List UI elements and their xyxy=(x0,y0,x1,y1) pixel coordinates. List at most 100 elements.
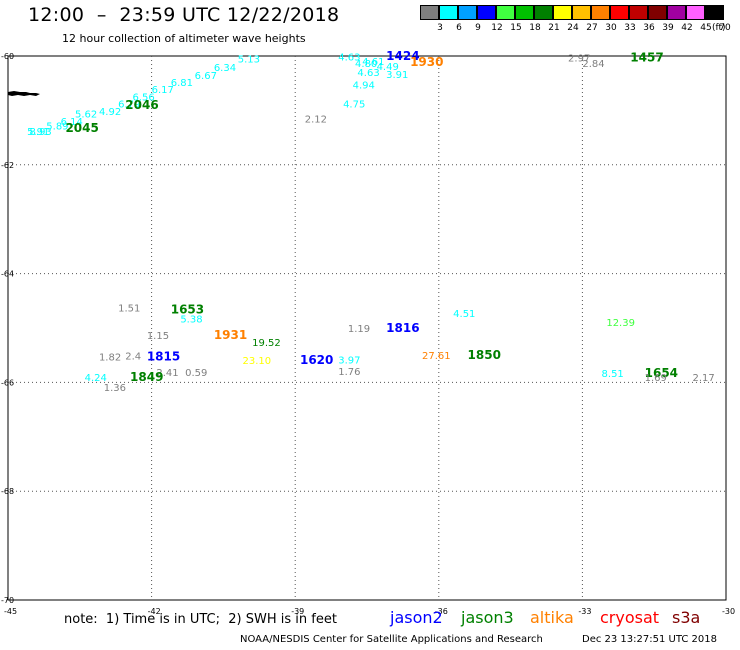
wave-height-value: 1.82 xyxy=(99,353,121,364)
pass-time-label: 2046 xyxy=(125,98,158,112)
map-frame xyxy=(7,55,727,601)
legend-swatch-3 xyxy=(420,5,439,20)
legend-swatch-30 xyxy=(591,5,610,20)
legend-label: 70 xyxy=(719,23,731,33)
wave-height-value: 1.76 xyxy=(338,367,360,378)
wave-height-value: 1.69 xyxy=(645,373,667,384)
latitude-tick-label: -62 xyxy=(1,161,14,170)
latitude-tick-label: -64 xyxy=(1,270,14,279)
wave-height-value: 0.59 xyxy=(185,368,207,379)
legend-swatch-21 xyxy=(534,5,553,20)
pass-time-label: 1930 xyxy=(410,55,443,69)
legend-label: 30 xyxy=(605,23,617,33)
pass-time-label: 1620 xyxy=(300,353,333,367)
wave-height-value: 4.51 xyxy=(453,309,475,320)
wave-height-value: 4.63 xyxy=(357,68,379,79)
legend-label: 24 xyxy=(567,23,579,33)
wave-height-value: 4.80 xyxy=(355,59,377,70)
wave-height-value: 5.91 xyxy=(27,127,49,138)
legend-label: 39 xyxy=(662,23,674,33)
latitude-tick-label: -66 xyxy=(1,378,14,387)
credit-line: NOAA/NESDIS Center for Satellite Applica… xyxy=(240,634,543,645)
legend-label: 6 xyxy=(456,23,462,33)
longitude-tick-label: -36 xyxy=(435,607,448,616)
wave-height-value: 6.56 xyxy=(132,93,154,104)
latitude-tick-label: -70 xyxy=(1,596,14,605)
legend-swatch-39 xyxy=(648,5,667,20)
satellite-jason3: jason3 xyxy=(461,608,514,627)
legend-swatch-15 xyxy=(496,5,515,20)
footer-note: note: 1) Time is in UTC; 2) SWH is in fe… xyxy=(64,612,337,627)
legend-unit: (ft) xyxy=(712,23,726,33)
pass-time-label: 1931 xyxy=(214,328,247,342)
wave-height-value: 2.41 xyxy=(156,368,178,379)
wave-height-value: 6.67 xyxy=(195,71,217,82)
legend-label: 15 xyxy=(510,23,522,33)
wave-height-value: 4.92 xyxy=(99,107,121,118)
wave-height-value: 4.94 xyxy=(353,81,375,92)
legend-swatch-9 xyxy=(458,5,477,20)
wave-height-value: 2.17 xyxy=(692,373,714,384)
legend-label: 18 xyxy=(529,23,541,33)
wave-height-value: 6.81 xyxy=(171,78,193,89)
wave-height-value: 8.51 xyxy=(602,369,624,380)
legend-label: 3 xyxy=(437,23,443,33)
wave-height-value: 5.13 xyxy=(238,55,260,66)
graticule xyxy=(8,56,726,600)
pass-time-label: 1816 xyxy=(386,321,419,335)
legend-swatch-27 xyxy=(572,5,591,20)
legend-label: 9 xyxy=(475,23,481,33)
pass-time-label: 1654 xyxy=(645,366,678,380)
wave-height-value: 2.97 xyxy=(568,53,590,64)
legend-swatch-6 xyxy=(439,5,458,20)
satellite-s3a: s3a xyxy=(672,608,701,627)
wave-height-value: 19.52 xyxy=(252,338,281,349)
satellite-cryosat: cryosat xyxy=(600,608,660,627)
axis-labels: -45 -42 -39 -36 -33 -30 -60 -62 -64 -66 -68 -70 xyxy=(1,52,735,616)
legend-swatch-70 xyxy=(705,5,724,20)
longitude-tick-label: -39 xyxy=(291,607,304,616)
wave-height-value: 8.93 xyxy=(30,127,52,138)
pass-time-label: 1849 xyxy=(130,370,163,384)
wave-height-value: 3.97 xyxy=(338,355,360,366)
legend-swatch-42 xyxy=(667,5,686,20)
latitude-tick-label: -60 xyxy=(1,52,14,61)
legend-label: 33 xyxy=(624,23,636,33)
wave-height-value: 6.17 xyxy=(152,85,174,96)
legend-swatch-12 xyxy=(477,5,496,20)
wave-height-value: 1.15 xyxy=(147,331,169,342)
wave-height-value: 4.75 xyxy=(343,100,365,111)
wave-height-value: 6.34 xyxy=(214,63,236,74)
generated-timestamp: Dec 23 13:27:51 UTC 2018 xyxy=(582,634,717,645)
wave-height-value: 5.38 xyxy=(180,315,202,326)
wave-height-value: 2.4 xyxy=(125,352,141,363)
legend-label: 21 xyxy=(548,23,560,33)
pass-time-label: 1653 xyxy=(171,302,204,316)
wave-height-value: 4.49 xyxy=(377,62,399,73)
legend-swatch-36 xyxy=(629,5,648,20)
longitude-tick-label: -33 xyxy=(578,607,591,616)
legend-label: 27 xyxy=(586,23,598,33)
satellite-altika: altika xyxy=(530,608,574,627)
wave-height-value: 2.84 xyxy=(582,59,604,70)
island-coastline xyxy=(8,91,40,96)
legend-swatch-24 xyxy=(553,5,572,20)
wave-height-value: 1.19 xyxy=(348,324,370,335)
wave-height-value: 4.63 xyxy=(338,52,360,63)
wave-height-value: 5.62 xyxy=(75,109,97,120)
wave-height-value: 4.24 xyxy=(85,373,107,384)
map-title: 12:00 – 23:59 UTC 12/22/2018 xyxy=(28,4,340,26)
pass-time-label: 2045 xyxy=(65,121,98,135)
pass-time-label: 1457 xyxy=(630,50,663,64)
longitude-tick-label: -42 xyxy=(148,607,161,616)
pass-time-label: 1850 xyxy=(468,348,501,362)
pass-time-label: 1424 xyxy=(386,49,419,63)
latitude-tick-label: -68 xyxy=(1,487,14,496)
observations-layer: 5.136.346.676.816.176.566.794.925.626.14… xyxy=(27,49,715,394)
map-subtitle: 12 hour collection of altimeter wave hei… xyxy=(62,32,306,45)
wave-height-value: 6.79 xyxy=(118,100,140,111)
wave-height-value: 6.14 xyxy=(61,117,83,128)
legend-swatch-33 xyxy=(610,5,629,20)
legend-label: 12 xyxy=(491,23,503,33)
